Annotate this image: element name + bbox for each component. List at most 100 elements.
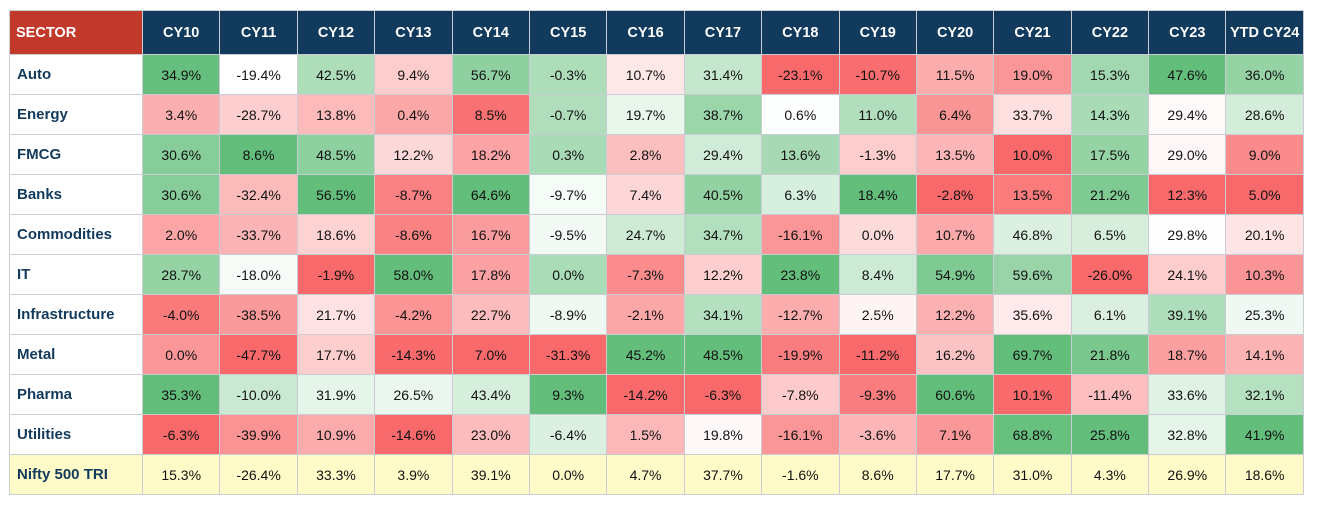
return-cell: 1.5% [606,414,685,455]
return-cell: 10.7% [606,54,685,95]
return-cell: 33.7% [993,94,1072,135]
return-cell: -32.4% [219,174,298,215]
return-cell: 18.2% [451,134,530,175]
sector-returns-table: SECTOR CY10 CY11 CY12 CY13 CY14 CY15 CY16 CY17 C… [9,10,1304,495]
table-row: Commodities 2.0% -33.7% 18.6% -8.6% 16.7% -9.5… [9,214,1304,255]
return-cell: 0.4% [374,94,453,135]
sector-label: FMCG [9,134,143,175]
return-cell: -9.7% [528,174,608,215]
return-cell: 18.7% [1148,334,1227,375]
return-cell: 31.9% [296,374,376,415]
return-cell: 9.3% [528,374,608,415]
benchmark-row: Nifty 500 TRI 15.3% -26.4% 33.3% 3.9% 39.1% 0.… [9,454,1304,495]
return-cell: 29.8% [1148,214,1227,255]
sector-column-header: SECTOR [9,10,143,55]
return-cell: 8.4% [838,254,917,295]
return-cell: 24.1% [1148,254,1227,295]
benchmark-cell: 3.9% [374,454,453,495]
return-cell: 48.5% [683,334,763,375]
column-header: CY15 [528,10,608,55]
return-cell: -2.8% [915,174,995,215]
return-cell: 45.2% [606,334,685,375]
return-cell: -8.9% [528,294,608,335]
return-cell: 18.4% [838,174,917,215]
column-header: CY12 [296,10,376,55]
return-cell: -6.3% [683,374,763,415]
return-cell: 19.0% [993,54,1072,95]
return-cell: -8.6% [374,214,453,255]
return-cell: -1.9% [296,254,376,295]
benchmark-cell: 8.6% [838,454,917,495]
return-cell: 23.0% [451,414,530,455]
return-cell: 34.7% [683,214,763,255]
benchmark-cell: 17.7% [915,454,995,495]
return-cell: 29.4% [1148,94,1227,135]
return-cell: -19.4% [219,54,298,95]
return-cell: -16.1% [761,414,840,455]
table-row: Pharma 35.3% -10.0% 31.9% 26.5% 43.4% 9.3% -14.… [9,374,1304,415]
return-cell: 30.6% [141,134,221,175]
column-header: CY23 [1148,10,1227,55]
return-cell: -38.5% [219,294,298,335]
return-cell: -3.6% [838,414,917,455]
return-cell: -39.9% [219,414,298,455]
return-cell: 10.7% [915,214,995,255]
return-cell: 34.9% [141,54,221,95]
return-cell: -23.1% [761,54,840,95]
return-cell: 32.8% [1148,414,1227,455]
return-cell: 56.7% [451,54,530,95]
return-cell: 20.1% [1225,214,1304,255]
return-cell: 6.5% [1070,214,1150,255]
column-header: CY17 [683,10,763,55]
benchmark-label: Nifty 500 TRI [9,454,143,495]
return-cell: 33.6% [1148,374,1227,415]
return-cell: 10.9% [296,414,376,455]
return-cell: 6.3% [761,174,840,215]
column-header: CY13 [374,10,453,55]
sector-label: Banks [9,174,143,215]
return-cell: 17.7% [296,334,376,375]
return-cell: 48.5% [296,134,376,175]
table-body: Auto 34.9% -19.4% 42.5% 9.4% 56.7% -0.3% 10.7% 3… [9,54,1304,495]
column-header: CY16 [606,10,685,55]
column-header: CY14 [451,10,530,55]
return-cell: -14.2% [606,374,685,415]
table-row: Energy 3.4% -28.7% 13.8% 0.4% 8.5% -0.7% 19.7% 3… [9,94,1304,135]
return-cell: 0.6% [761,94,840,135]
return-cell: -6.3% [141,414,221,455]
return-cell: 21.7% [296,294,376,335]
return-cell: -10.7% [838,54,917,95]
return-cell: -12.7% [761,294,840,335]
return-cell: 15.3% [1070,54,1150,95]
return-cell: 18.6% [296,214,376,255]
return-cell: 3.4% [141,94,221,135]
return-cell: 42.5% [296,54,376,95]
return-cell: 29.4% [683,134,763,175]
benchmark-cell: -1.6% [761,454,840,495]
table-row: Metal 0.0% -47.7% 17.7% -14.3% 7.0% -31.3% 45.2… [9,334,1304,375]
return-cell: 58.0% [374,254,453,295]
return-cell: 11.0% [838,94,917,135]
benchmark-cell: 0.0% [528,454,608,495]
return-cell: 41.9% [1225,414,1304,455]
sector-label: Energy [9,94,143,135]
column-header: CY19 [838,10,917,55]
return-cell: -19.9% [761,334,840,375]
return-cell: 12.3% [1148,174,1227,215]
return-cell: 17.5% [1070,134,1150,175]
return-cell: 35.6% [993,294,1072,335]
column-header: CY20 [915,10,995,55]
return-cell: 54.9% [915,254,995,295]
sector-returns-table-container: SECTOR CY10 CY11 CY12 CY13 CY14 CY15 CY16 CY17 C… [9,10,1304,495]
column-header: CY21 [993,10,1072,55]
return-cell: -16.1% [761,214,840,255]
return-cell: 12.2% [915,294,995,335]
sector-label: Metal [9,334,143,375]
benchmark-cell: 31.0% [993,454,1072,495]
return-cell: 23.8% [761,254,840,295]
column-header: CY22 [1070,10,1150,55]
return-cell: 0.0% [838,214,917,255]
return-cell: -26.0% [1070,254,1150,295]
return-cell: 12.2% [683,254,763,295]
return-cell: 68.8% [993,414,1072,455]
